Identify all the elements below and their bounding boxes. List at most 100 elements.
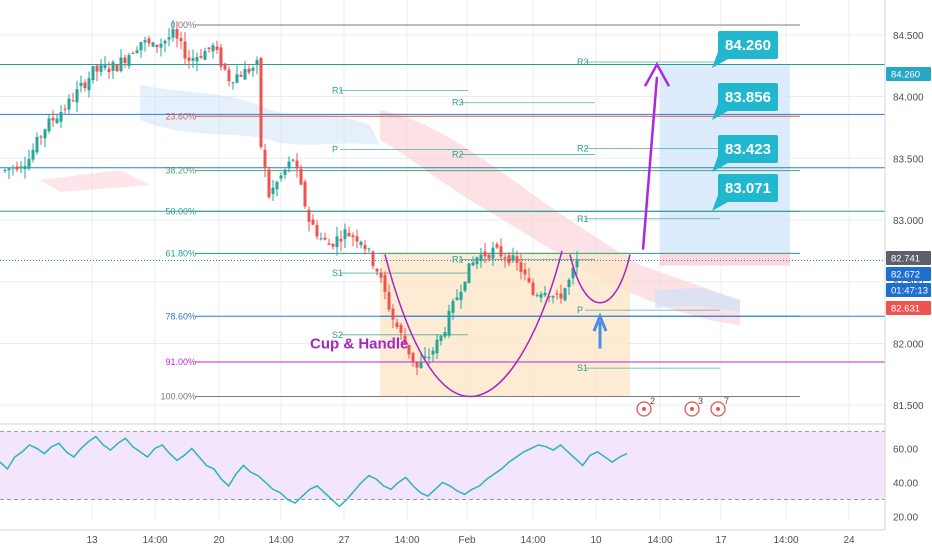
candle-body bbox=[383, 274, 387, 292]
price-target-callout: 84.260 bbox=[712, 31, 778, 68]
candle-body bbox=[107, 68, 111, 73]
candle-body bbox=[575, 260, 579, 268]
entry-arrow bbox=[592, 312, 608, 349]
candle-body bbox=[159, 43, 163, 48]
callout-value: 83.423 bbox=[725, 141, 771, 158]
candle-body bbox=[39, 136, 43, 138]
candle-body bbox=[279, 175, 283, 179]
candle-body bbox=[315, 225, 319, 237]
candle-body bbox=[171, 29, 175, 38]
cloud-bullish bbox=[655, 288, 740, 312]
candle-body bbox=[375, 268, 379, 272]
candle-body bbox=[95, 65, 99, 72]
fib-level-label: 38.20% bbox=[165, 166, 196, 176]
candle-body bbox=[503, 257, 507, 259]
candle-body bbox=[455, 297, 459, 300]
pivot-label: S1 bbox=[332, 268, 343, 278]
price-tag: 82.741 bbox=[886, 251, 931, 265]
candle-body bbox=[275, 181, 279, 190]
callout-value: 83.856 bbox=[725, 89, 771, 106]
pivot-layer: R1 R3 P R2 R1 S1 S2 R3 R2 R1 P S1 bbox=[332, 57, 720, 373]
callout-pointer bbox=[712, 104, 728, 120]
candle-body bbox=[215, 46, 219, 50]
candle-body bbox=[55, 118, 59, 124]
candle-body bbox=[515, 256, 519, 263]
rsi-band bbox=[0, 431, 885, 500]
fibonacci-layer: 0.00%23.60%38.20%50.00%61.80%78.60%91.00… bbox=[0, 20, 885, 402]
pivot-label: S2 bbox=[332, 330, 343, 340]
candle-body bbox=[507, 255, 511, 264]
candle-body bbox=[431, 350, 435, 355]
price-target-callout: 83.423 bbox=[712, 135, 778, 172]
candle-body bbox=[463, 281, 467, 291]
pattern-label: Cup & Handle bbox=[310, 335, 408, 352]
event-marker-count: 2 bbox=[650, 396, 655, 406]
candle-body bbox=[271, 187, 275, 195]
price-target-callout: 83.856 bbox=[712, 83, 778, 120]
candle-body bbox=[511, 255, 515, 261]
candle-body bbox=[543, 292, 547, 296]
rsi-axis-tick: 20.00 bbox=[893, 513, 918, 524]
time-axis-tick: 14:00 bbox=[142, 535, 167, 546]
fib-level-label: 61.80% bbox=[165, 248, 196, 258]
candle-body bbox=[303, 181, 307, 207]
candle-body bbox=[239, 74, 243, 77]
candle-body bbox=[179, 38, 183, 42]
cup-zone bbox=[380, 252, 630, 397]
candle-body bbox=[247, 68, 251, 73]
callout-box bbox=[718, 135, 778, 163]
candle-body bbox=[335, 236, 339, 248]
fib-level-label: 23.60% bbox=[165, 111, 196, 121]
callout-box bbox=[718, 31, 778, 59]
price-tag-box bbox=[886, 283, 931, 297]
candle-body bbox=[147, 38, 151, 44]
candle-body bbox=[567, 279, 571, 288]
candle-body bbox=[243, 69, 247, 80]
price-axis-tick: 83.000 bbox=[893, 216, 924, 227]
candle-body bbox=[19, 166, 23, 169]
time-axis-tick: 24 bbox=[843, 535, 855, 546]
time-axis-tick: 27 bbox=[338, 535, 350, 546]
event-marker-count: 7 bbox=[724, 396, 729, 406]
price-target-callout: 83.071 bbox=[712, 174, 778, 211]
time-axis-tick: 20 bbox=[213, 535, 225, 546]
rsi-layer bbox=[0, 423, 885, 508]
candle-body bbox=[435, 339, 439, 354]
candle-body bbox=[127, 55, 131, 67]
callout-value: 84.260 bbox=[725, 37, 771, 54]
cup-curve bbox=[384, 250, 563, 398]
pivot-label: R3 bbox=[577, 57, 589, 67]
candle-body bbox=[403, 335, 407, 345]
pivot-label: P bbox=[577, 305, 583, 315]
candle-body bbox=[263, 149, 267, 168]
callout-pointer bbox=[712, 156, 728, 172]
candle-body bbox=[411, 352, 415, 363]
candle-body bbox=[195, 57, 199, 62]
candle-body bbox=[331, 243, 335, 247]
price-tag-label: 82.631 bbox=[891, 304, 920, 315]
candle-body bbox=[467, 263, 471, 284]
price-tag-box bbox=[886, 67, 931, 81]
candle-body bbox=[439, 335, 443, 341]
price-axis-tick: 81.500 bbox=[893, 401, 924, 412]
candle-body bbox=[491, 247, 495, 259]
candle-body bbox=[343, 229, 347, 239]
candle-body bbox=[483, 251, 487, 257]
price-tag-box bbox=[886, 251, 931, 265]
fib-level-label: 0.00% bbox=[170, 20, 196, 30]
candle-body bbox=[151, 42, 155, 47]
cloud-bearish bbox=[40, 170, 150, 192]
candle-body bbox=[359, 241, 363, 245]
candle-body bbox=[267, 169, 271, 198]
pivot-label: R1 bbox=[332, 85, 344, 95]
candle-body bbox=[135, 50, 139, 53]
candle-body bbox=[571, 267, 575, 279]
fib-level-label: 100.00% bbox=[160, 392, 196, 402]
candle-body bbox=[427, 357, 431, 359]
candle-body bbox=[183, 41, 187, 59]
candle-body bbox=[231, 82, 235, 84]
candle-body bbox=[47, 118, 51, 132]
candle-body bbox=[203, 50, 207, 60]
candle-body bbox=[295, 160, 299, 169]
